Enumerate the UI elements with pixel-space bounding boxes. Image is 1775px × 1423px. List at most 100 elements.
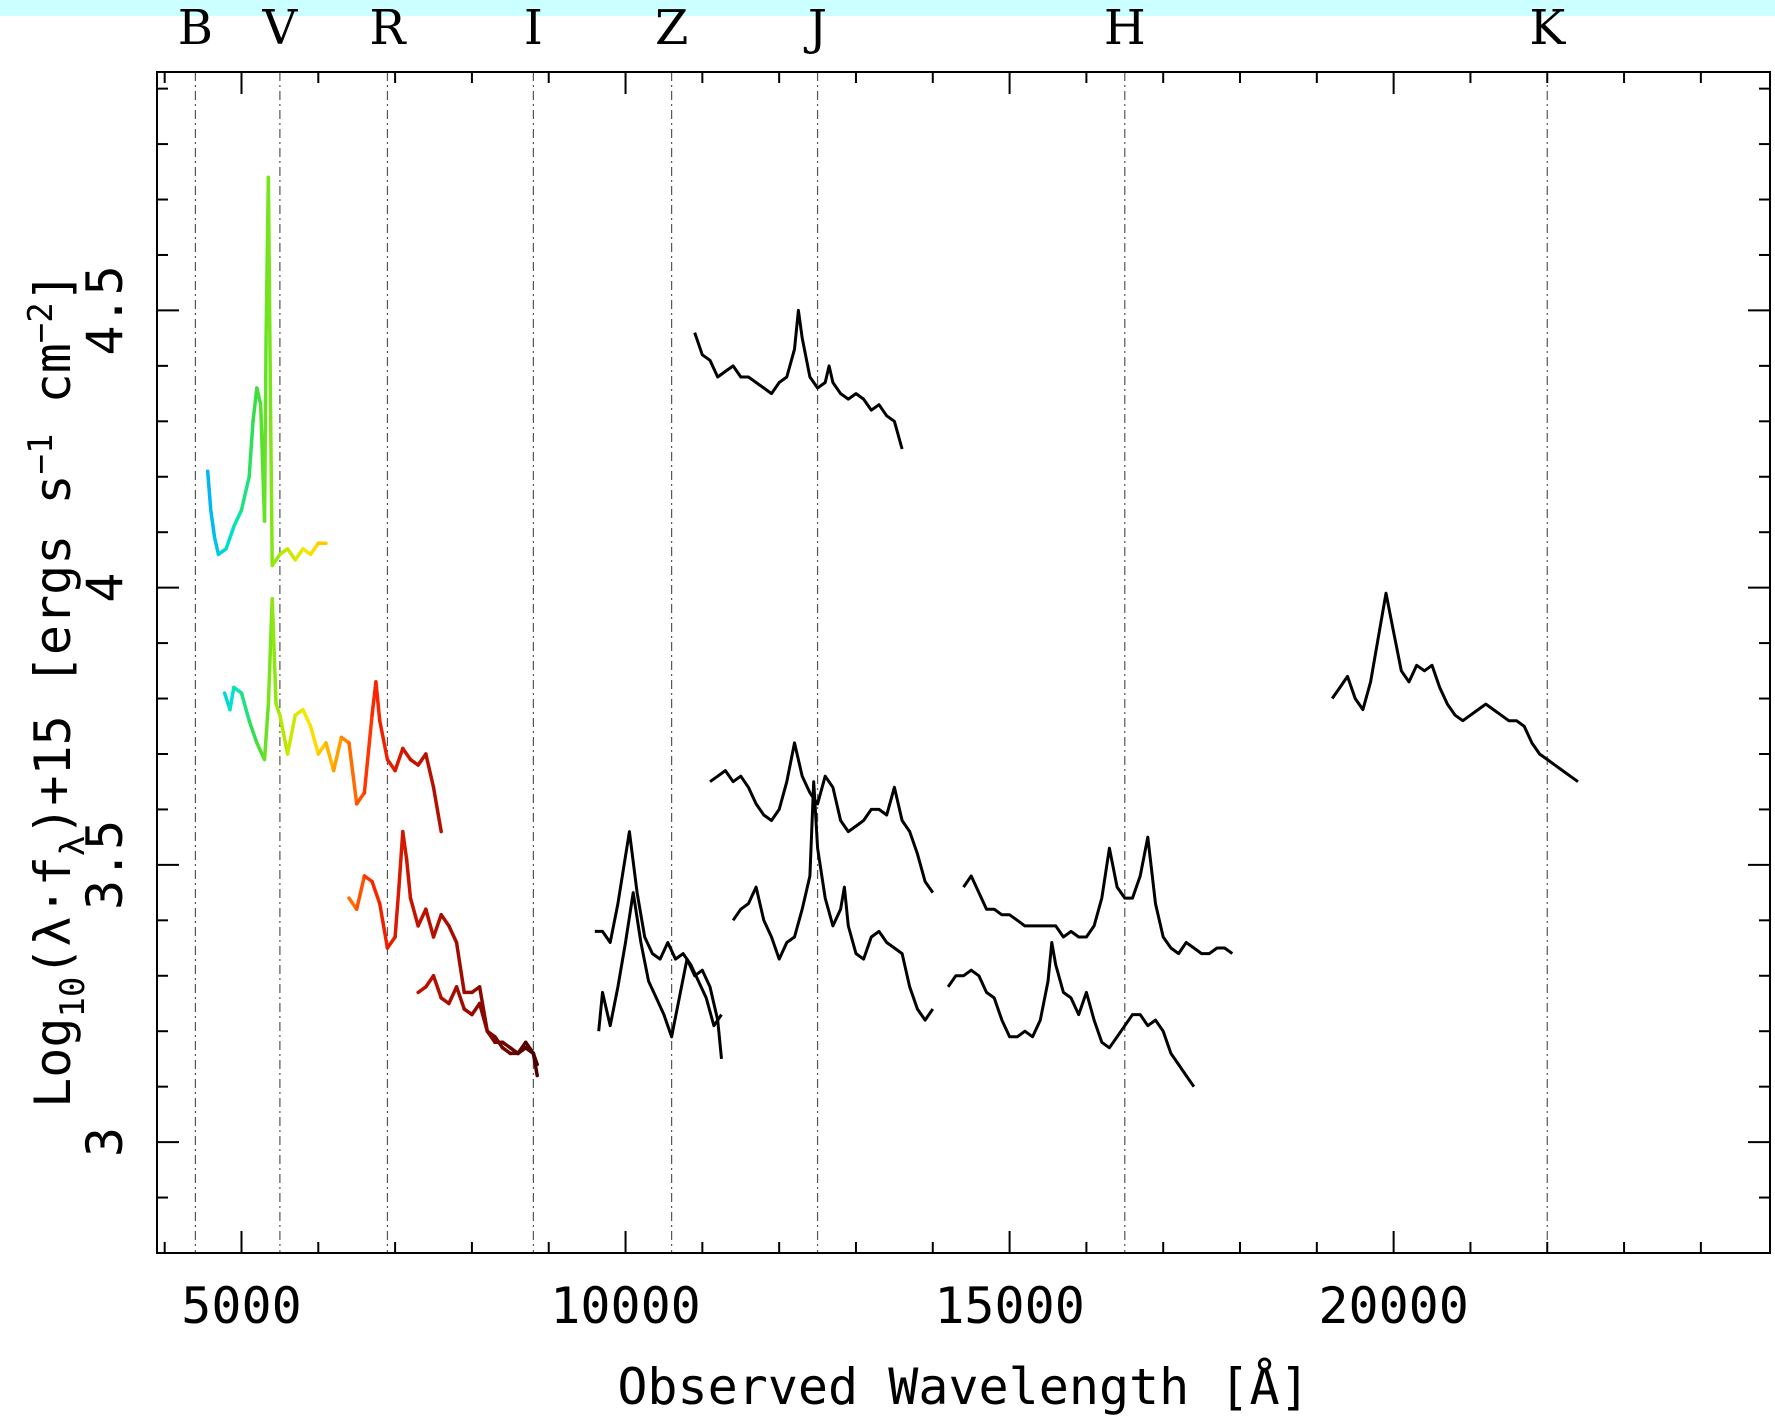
spectrum-segment [377,901,390,950]
spectrum-segment [424,907,436,939]
y-title-f-sub: λ [53,836,93,856]
y-title-rest: )+15 [ergs s [24,474,82,835]
spectrum-segment [439,913,451,928]
spectrum-series-1 [205,175,328,568]
spectrum-segment [385,935,397,950]
spectrum-segment [362,713,374,795]
spectrum-segment [270,596,278,706]
spectrum-segment [347,741,359,806]
x-tick-label: 10000 [550,1277,701,1335]
spectrum-line [709,741,935,894]
spectrum-segment [247,718,259,745]
spectrum-series-2 [222,596,443,834]
spectrum-series-5 [693,308,904,450]
spectrum-segment [228,685,236,712]
spectrum-segment [274,702,282,717]
spectrum-segment [447,985,459,1006]
spectrum-segment [431,913,443,939]
spectrum-segment [447,924,459,945]
spectrum-segment [293,547,305,562]
spectrum-line [693,308,904,450]
spectrum-segment [212,535,221,557]
spectrum-segment [262,702,271,762]
spectrum-segment [285,713,298,756]
y-title-cm-sup: −2 [21,302,61,343]
spectrum-segment [262,336,268,523]
spectrum-segment [454,985,466,1011]
spectrum-segment [404,857,413,900]
band-label-b: B [178,0,213,56]
spectrum-segment [374,680,382,723]
spectrum-line [946,941,1196,1088]
spectrum-segment [251,386,259,424]
y-tick-label: 4 [76,573,134,603]
y-title-cm: cm [24,343,82,433]
spectrum-segment [401,829,409,862]
spectrum-segment [331,735,344,773]
spectrum-line [962,835,1234,956]
spectrum-segment [477,1001,490,1033]
y-tick-label: 3 [76,1127,134,1157]
y-title-log-sub: 10 [53,977,93,1018]
spectrum-segment [354,791,367,806]
top-bar [0,0,1775,16]
spectrum-segment [308,541,321,557]
y-title-close: ] [24,272,82,302]
y-title-log: Log [24,1018,82,1108]
spectrum-segment [239,475,251,512]
spectrum-series-10 [962,835,1234,956]
spectrum-segment [266,175,273,424]
band-label-r: R [369,0,407,56]
spectrum-segment [416,907,428,928]
y-title-s-sup: −1 [21,434,61,475]
spectrum-segment [385,757,397,773]
spectrum-segment [408,896,420,928]
spectrum-segment [431,974,443,1000]
x-tick-label: 20000 [1318,1277,1469,1335]
spectrum-segment [424,752,436,790]
spectrum-segment [301,707,313,729]
spectrum-segment [209,508,217,540]
band-label-j: J [803,0,827,56]
spectrum-series-7 [594,830,723,1028]
band-label-h: H [1104,0,1146,56]
plot-frame [156,71,1771,1254]
spectrum-segment [270,552,282,568]
spectrum-segment [308,724,321,756]
spectrum-segment [454,940,466,995]
spectrum-segment [255,386,263,407]
spectrum-segment [377,718,390,762]
spectrum-series-11 [946,941,1196,1088]
axis-ticks [157,72,1770,1254]
spectrum-series-3 [347,829,539,1078]
band-label-i: I [524,0,543,56]
spectrum-series-6 [709,741,935,894]
spectrum-segment [401,746,413,762]
spectrum-line [594,830,723,1028]
spectrum-series-4 [416,974,539,1067]
spectrum-line [731,780,935,1022]
spectrum-segment [531,1051,539,1067]
spectrum-segment [324,741,336,773]
spectrum-series-12 [1330,591,1579,783]
spectrum-line [1330,591,1579,783]
spectrum-segment [393,746,405,773]
y-tick-label: 3.5 [76,820,134,910]
spectrum-segment [285,547,298,562]
spectrum-segment [354,874,367,911]
spectrum-segment [239,691,251,723]
band-label-z: Z [655,0,688,56]
axis-tick-labels: 5000 10000 15000 20000 3 3.5 4 4.5 [76,265,1469,1335]
x-tick-label: 15000 [934,1277,1085,1335]
x-axis-title: Observed Wavelength [Å] [617,1358,1309,1416]
spectrum-series-8 [597,891,723,1060]
spectrum-segment [247,419,255,479]
spectra-series [205,175,1579,1088]
spectrum-segment [268,419,274,568]
y-axis-title: Log10(λ·fλ)+15 [ergs s−1 cm−2] [21,272,93,1108]
spectrum-segment [397,829,405,889]
spectrum-segment [205,469,213,512]
spectrum-segment [431,785,443,834]
